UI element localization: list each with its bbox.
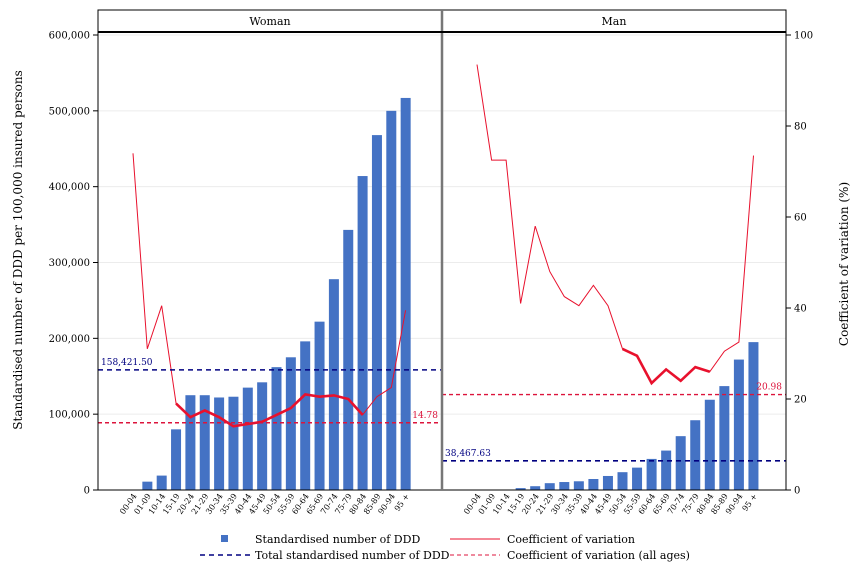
chart: 158,421.5014.7838,467.6320.98 Woman Man …: [0, 0, 864, 576]
bar: [329, 279, 339, 490]
bar: [401, 98, 411, 490]
bar: [719, 386, 729, 490]
y-left-tick-label: 400,000: [49, 182, 90, 193]
bar: [559, 482, 569, 490]
cv-line: [477, 65, 754, 384]
bar: [530, 486, 540, 490]
bar: [661, 451, 671, 490]
y-right-tick-label: 0: [794, 486, 800, 497]
x-axis-labels: 00-0401-0910-1415-1920-2421-2930-3435-39…: [118, 492, 759, 516]
bar: [228, 397, 238, 490]
y-axis-left-title: Standardised number of DDD per 100,000 i…: [11, 70, 25, 429]
y-left-tick-label: 600,000: [49, 31, 90, 42]
bar: [185, 395, 195, 490]
cv-all-label: 20.98: [756, 383, 782, 393]
bar: [545, 483, 555, 490]
y-right-tick-label: 20: [794, 395, 807, 406]
bar: [343, 230, 353, 490]
bar: [603, 476, 613, 490]
x-tick-label: 95 +: [393, 492, 412, 513]
cv-line-emphasis: [623, 349, 710, 383]
bar: [705, 400, 715, 490]
legend-label-cv: Coefficient of variation: [507, 533, 635, 546]
legend: Standardised number of DDD Coefficient o…: [200, 533, 690, 562]
bar: [574, 481, 584, 490]
cv-all-label: 14.78: [412, 411, 438, 421]
bar: [734, 360, 744, 490]
y-axis-right-title: Coefficient of variation (%): [837, 182, 851, 346]
y-axis-right: 0 20 40 60 80 100: [786, 31, 813, 497]
x-tick-label: 95 +: [741, 492, 760, 513]
bar: [647, 459, 657, 490]
bar: [588, 479, 598, 490]
y-right-tick-label: 40: [794, 304, 807, 315]
y-right-tick-label: 80: [794, 122, 807, 133]
y-right-tick-label: 100: [794, 31, 813, 42]
y-left-tick-label: 300,000: [49, 258, 90, 269]
bar: [690, 420, 700, 490]
y-left-tick-label: 200,000: [49, 334, 90, 345]
bar: [632, 468, 642, 490]
legend-swatch-bars: [221, 535, 228, 542]
bar-series: [142, 98, 758, 490]
y-left-tick-label: 100,000: [49, 410, 90, 421]
bar: [257, 382, 267, 490]
bar: [171, 429, 181, 490]
bar: [372, 135, 382, 490]
bar: [358, 176, 368, 490]
bar: [315, 322, 325, 490]
bar: [286, 357, 296, 490]
bar: [676, 436, 686, 490]
y-left-tick-label: 500,000: [49, 106, 90, 117]
bar: [142, 482, 152, 490]
panel-title-woman: Woman: [249, 15, 290, 28]
bar: [300, 341, 310, 490]
y-right-tick-label: 60: [794, 213, 807, 224]
total-ddd-label: 38,467.63: [445, 449, 491, 459]
bar: [618, 472, 628, 490]
total-ddd-label: 158,421.50: [101, 358, 153, 368]
bar: [272, 367, 282, 490]
y-axis-left: 0 100,000 200,000 300,000 400,000 500,000 600,…: [49, 31, 98, 497]
bar: [243, 388, 253, 490]
bar: [748, 342, 758, 490]
legend-label-bars: Standardised number of DDD: [255, 533, 420, 546]
bar: [386, 111, 396, 490]
legend-label-total: Total standardised number of DDD: [255, 549, 450, 562]
panel-title-man: Man: [602, 15, 627, 28]
legend-label-cv-all: Coefficient of variation (all ages): [507, 549, 690, 562]
bar: [157, 476, 167, 490]
bar: [214, 397, 224, 490]
y-left-tick-label: 0: [84, 486, 90, 497]
